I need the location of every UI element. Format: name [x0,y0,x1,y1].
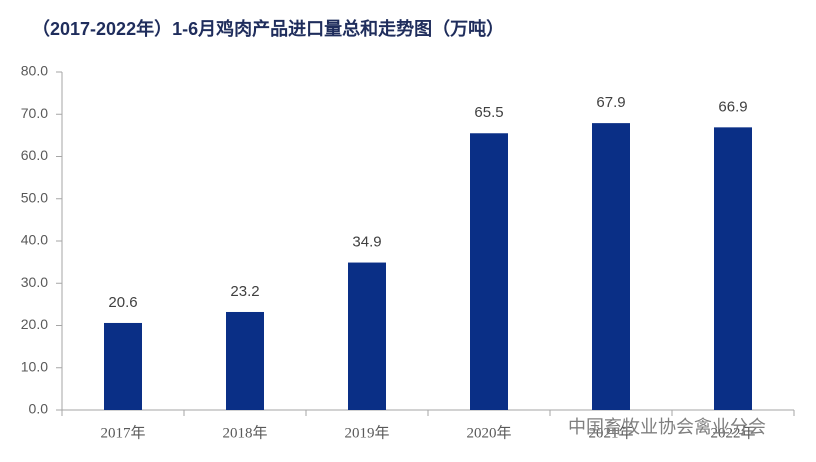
data-label: 20.6 [108,294,137,311]
y-tick-label: 60.0 [21,147,48,163]
x-tick-label: 2019年 [344,424,389,441]
x-tick-label: 2022年 [710,424,755,441]
x-tick-label: 2017年 [100,424,145,441]
x-tick-label: 2018年 [222,424,267,441]
y-tick-label: 80.0 [21,63,48,79]
bar [470,133,508,410]
data-label: 34.9 [352,234,381,251]
y-tick-label: 70.0 [21,105,48,121]
y-tick-label: 0.0 [29,401,49,417]
data-label: 67.9 [596,94,625,111]
y-tick-label: 10.0 [21,358,48,374]
y-tick-label: 20.0 [21,316,48,332]
watermark: 中国畜牧业协会禽业分会 [568,417,766,437]
x-tick-label: 2021年 [588,424,633,441]
x-tick-label: 2020年 [466,424,511,441]
data-label: 65.5 [474,104,503,121]
bar [592,123,630,410]
data-label: 66.9 [718,98,747,115]
chart-title: （2017-2022年）1-6月鸡肉产品进口量总和走势图（万吨） [32,18,504,39]
bar [714,127,752,410]
bar [226,311,264,410]
y-tick-label: 40.0 [21,232,48,248]
y-tick-label: 50.0 [21,189,48,205]
data-label: 23.2 [230,283,259,300]
y-tick-label: 30.0 [21,274,48,290]
bar [348,262,386,410]
bar [104,322,142,410]
